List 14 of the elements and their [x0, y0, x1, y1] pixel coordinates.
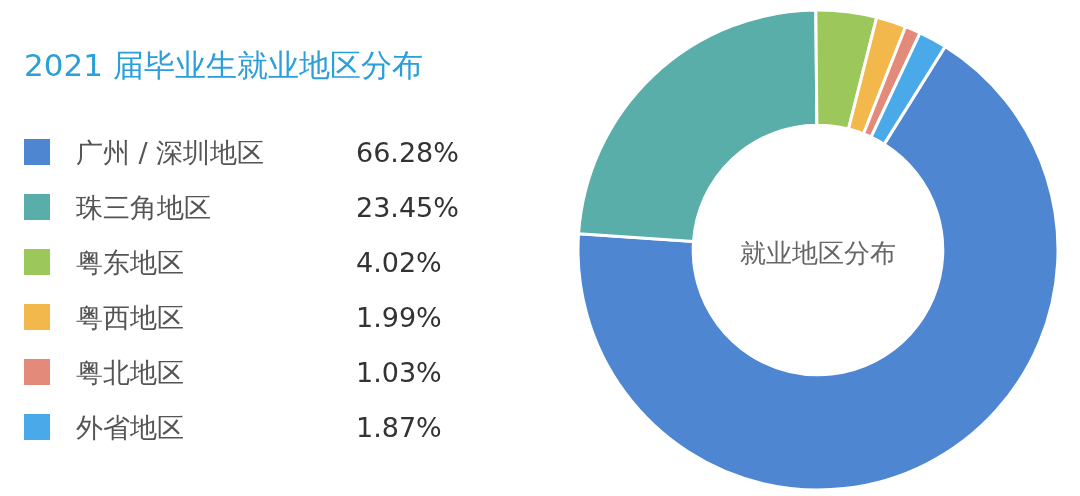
legend-label: 粤西地区	[76, 302, 184, 333]
text: 2021 届毕业生就业地区分布	[24, 47, 423, 83]
legend-label: 珠三角地区	[76, 192, 211, 223]
legend-label: 外省地区	[76, 412, 184, 443]
data-label: 4.02%	[356, 247, 442, 278]
data-label: 23.45%	[356, 192, 459, 223]
legend-label: 广州 / 深圳地区	[76, 137, 265, 168]
data-label: 1.87%	[356, 412, 442, 443]
data-label: 1.03%	[356, 357, 442, 388]
legend-label: 粤北地区	[76, 357, 184, 388]
text: 就业地区分布	[740, 238, 896, 268]
legend-label: 粤东地区	[76, 247, 184, 278]
data-label: 66.28%	[356, 137, 459, 168]
data-label: 1.99%	[356, 302, 442, 333]
